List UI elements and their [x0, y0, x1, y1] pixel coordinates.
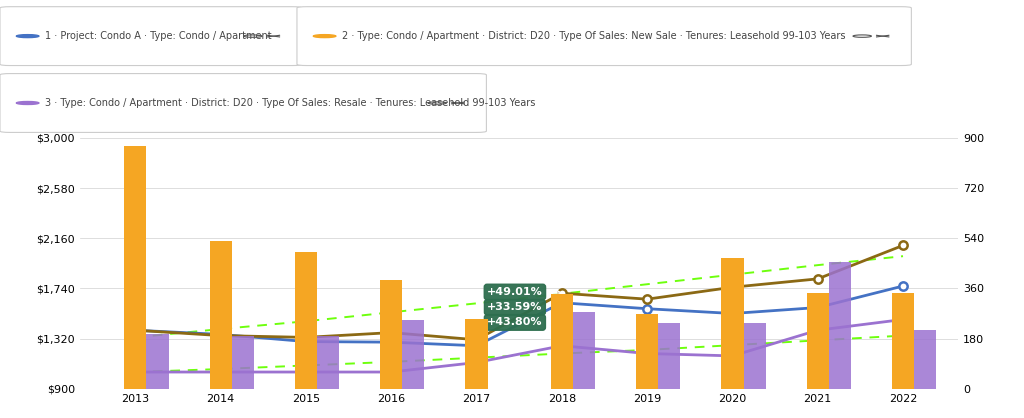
Bar [466, 319, 487, 389]
Bar [551, 294, 572, 389]
Bar [124, 146, 146, 389]
Bar [317, 336, 339, 389]
Bar [636, 314, 658, 389]
Circle shape [16, 102, 39, 104]
Bar [828, 262, 851, 389]
Bar [892, 293, 914, 389]
Circle shape [313, 35, 336, 38]
Bar [380, 280, 402, 389]
FancyBboxPatch shape [0, 7, 302, 66]
Bar [807, 293, 828, 389]
Bar [914, 330, 936, 389]
Text: 3 · Type: Condo / Apartment · District: D20 · Type Of Sales: Resale · Tenures: L: 3 · Type: Condo / Apartment · District: … [45, 98, 536, 108]
Bar [295, 252, 317, 389]
FancyBboxPatch shape [0, 74, 486, 133]
Bar [210, 241, 231, 389]
Text: +49.01%: +49.01% [487, 287, 562, 297]
Text: +33.59%: +33.59% [487, 301, 562, 312]
Bar [721, 258, 743, 389]
Bar [743, 323, 766, 389]
Bar [572, 312, 595, 389]
Text: 2 · Type: Condo / Apartment · District: D20 · Type Of Sales: New Sale · Tenures:: 2 · Type: Condo / Apartment · District: … [342, 31, 846, 41]
Bar [658, 323, 680, 389]
Bar [146, 334, 169, 389]
Bar [402, 321, 425, 389]
Text: +43.80%: +43.80% [487, 317, 562, 344]
FancyBboxPatch shape [297, 7, 911, 66]
Circle shape [16, 35, 39, 38]
Bar [231, 336, 254, 389]
Text: 1 · Project: Condo A · Type: Condo / Apartment: 1 · Project: Condo A · Type: Condo / Apa… [45, 31, 271, 41]
